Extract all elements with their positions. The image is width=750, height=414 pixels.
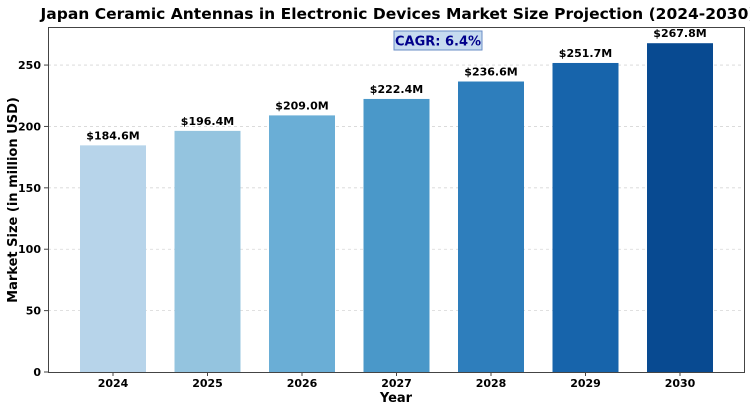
y-tick-label: 250 — [18, 59, 41, 72]
bar-value-label: $236.6M — [464, 66, 517, 79]
bar-value-label: $196.4M — [181, 115, 234, 128]
x-tick-label: 2026 — [287, 377, 318, 390]
x-tick-label: 2030 — [665, 377, 696, 390]
bar-2028 — [458, 81, 524, 373]
x-axis-label: Year — [379, 391, 413, 406]
y-axis-label: Market Size (in million USD) — [6, 97, 21, 303]
y-tick-label: 150 — [18, 182, 41, 195]
x-axis-ticks: 2024 2025 2026 2027 2028 2029 2030 — [98, 372, 696, 390]
bar-2027 — [363, 98, 430, 372]
x-tick-label: 2029 — [570, 377, 601, 390]
x-tick-label: 2025 — [192, 377, 223, 390]
x-tick-label: 2024 — [98, 377, 129, 390]
chart-title: Japan Ceramic Antennas in Electronic Dev… — [40, 5, 750, 23]
cagr-box — [393, 30, 483, 51]
bar-2024 — [80, 145, 146, 372]
bar-value-label: $251.7M — [559, 47, 612, 60]
cagr-label: CAGR: 6.4% — [395, 35, 481, 50]
bar-2029 — [552, 62, 619, 373]
bar-value-label: $267.8M — [653, 27, 706, 40]
y-tick-label: 0 — [33, 366, 41, 379]
bar-value-label: $209.0M — [275, 99, 328, 112]
cagr-annotation: CAGR: 6.4% — [393, 30, 483, 51]
x-tick-label: 2028 — [476, 377, 507, 390]
bar-2030 — [647, 43, 713, 372]
bar-2025 — [174, 130, 241, 372]
bar-value-label: $222.4M — [370, 83, 423, 96]
y-tick-label: 100 — [18, 243, 41, 256]
bar-2026 — [269, 115, 335, 373]
bar-value-label: $184.6M — [86, 129, 139, 142]
bars — [80, 43, 713, 373]
y-tick-label: 200 — [18, 120, 41, 133]
bar-value-labels: $184.6M $196.4M $209.0M $222.4M $236.6M $251.… — [86, 27, 706, 142]
y-axis-ticks: 0 50 100 150 200 250 — [18, 59, 48, 379]
x-tick-label: 2027 — [381, 377, 412, 390]
y-tick-label: 50 — [26, 305, 42, 318]
